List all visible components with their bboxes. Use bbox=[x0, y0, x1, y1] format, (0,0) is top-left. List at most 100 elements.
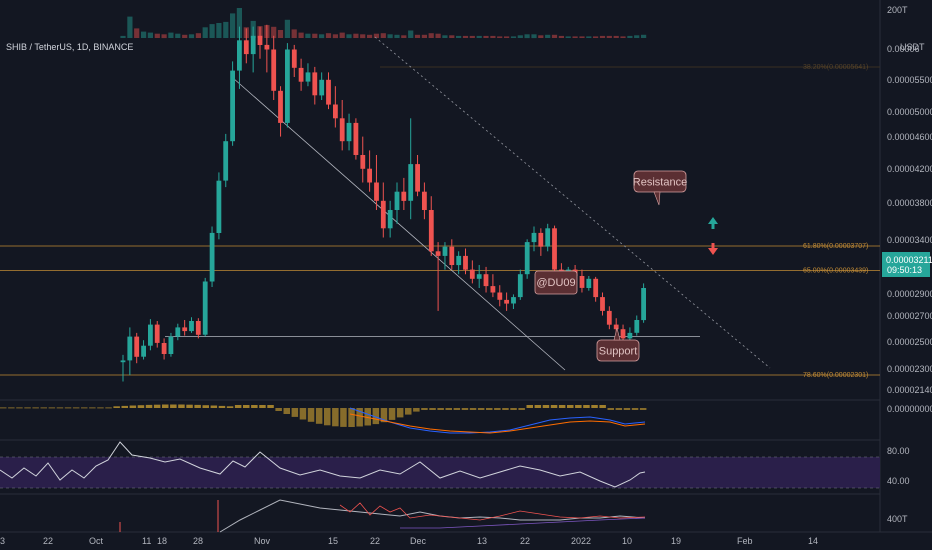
candle-body[interactable] bbox=[312, 72, 318, 96]
macd-bar bbox=[243, 405, 250, 408]
resistance-callout[interactable]: Resistance bbox=[633, 170, 687, 206]
candle-body[interactable] bbox=[141, 345, 146, 357]
candle-body[interactable] bbox=[387, 210, 393, 229]
candle-body[interactable] bbox=[202, 281, 208, 335]
currency-label: USDT bbox=[900, 42, 925, 52]
candle-body[interactable] bbox=[148, 324, 153, 346]
candle-body[interactable] bbox=[182, 327, 188, 332]
candle-body[interactable] bbox=[428, 210, 434, 252]
candle-body[interactable] bbox=[545, 228, 551, 247]
candle-body[interactable] bbox=[606, 310, 612, 325]
candle-body[interactable] bbox=[189, 321, 194, 332]
candle-body[interactable] bbox=[408, 164, 414, 201]
time-tick-2: 22 bbox=[43, 536, 53, 546]
last-price-tag[interactable]: 0.00003211 09:50:13 bbox=[882, 252, 932, 277]
candle-body[interactable] bbox=[627, 332, 633, 339]
candlestick-series[interactable] bbox=[120, 24, 646, 382]
candle-body[interactable] bbox=[175, 327, 181, 337]
price-axis[interactable]: 0.00006 0.00005500 0.00005000 0.00004600… bbox=[887, 44, 932, 395]
candle-body[interactable] bbox=[415, 164, 420, 192]
candle-body[interactable] bbox=[120, 360, 126, 363]
candle-body[interactable] bbox=[483, 274, 489, 287]
volume-bar bbox=[613, 35, 619, 38]
candle-body[interactable] bbox=[394, 191, 400, 210]
candle-body[interactable] bbox=[243, 40, 249, 55]
candle-body[interactable] bbox=[641, 288, 646, 321]
candle-body[interactable] bbox=[134, 336, 140, 357]
candle-body[interactable] bbox=[230, 70, 235, 142]
volume-bar bbox=[271, 26, 277, 39]
candle-body[interactable] bbox=[586, 278, 592, 288]
candle-body[interactable] bbox=[497, 292, 503, 300]
price-tick-12: 0.00002140 bbox=[887, 385, 932, 395]
candle-body[interactable] bbox=[476, 274, 482, 279]
candle-body[interactable] bbox=[298, 67, 304, 82]
candle-body[interactable] bbox=[278, 90, 283, 123]
candle-body[interactable] bbox=[237, 40, 242, 71]
author-tag[interactable]: @DU09 bbox=[534, 270, 578, 295]
candle-body[interactable] bbox=[579, 276, 585, 288]
candle-body[interactable] bbox=[435, 251, 441, 256]
macd-bar bbox=[348, 408, 355, 427]
resistance-trendline[interactable] bbox=[374, 36, 771, 369]
candle-body[interactable] bbox=[524, 242, 530, 275]
candle-body[interactable] bbox=[374, 182, 379, 201]
candle-body[interactable] bbox=[326, 79, 331, 105]
macd-bar bbox=[542, 405, 550, 408]
candle-body[interactable] bbox=[442, 246, 448, 256]
candle-body[interactable] bbox=[490, 286, 496, 293]
candle-body[interactable] bbox=[168, 336, 174, 354]
candle-body[interactable] bbox=[339, 118, 345, 142]
candle-body[interactable] bbox=[305, 72, 311, 82]
candle-body[interactable] bbox=[291, 49, 297, 68]
candle-body[interactable] bbox=[456, 255, 462, 266]
candle-body[interactable] bbox=[360, 155, 366, 169]
candle-body[interactable] bbox=[531, 232, 537, 243]
candle-body[interactable] bbox=[634, 320, 640, 333]
candle-body[interactable] bbox=[517, 274, 523, 298]
candle-body[interactable] bbox=[319, 79, 325, 96]
volume-bar bbox=[312, 33, 318, 38]
macd-bar bbox=[591, 405, 598, 408]
candle-body[interactable] bbox=[223, 141, 229, 181]
candle-body[interactable] bbox=[367, 168, 372, 183]
macd-bar bbox=[40, 407, 47, 409]
candle-body[interactable] bbox=[538, 232, 544, 247]
candle-body[interactable] bbox=[401, 191, 407, 201]
candle-body[interactable] bbox=[613, 324, 619, 330]
candle-body[interactable] bbox=[271, 49, 277, 91]
candle-body[interactable] bbox=[449, 246, 455, 265]
candle-body[interactable] bbox=[422, 191, 427, 210]
symbol-title[interactable]: SHIB / TetherUS, 1D, BINANCE bbox=[6, 42, 133, 52]
downtrend-channel-line[interactable] bbox=[232, 77, 566, 371]
candle-body[interactable] bbox=[195, 321, 201, 335]
candle-body[interactable] bbox=[593, 278, 599, 298]
volume-bar bbox=[127, 16, 133, 38]
macd-bar bbox=[105, 407, 112, 409]
candle-body[interactable] bbox=[353, 122, 359, 155]
candle-body[interactable] bbox=[127, 336, 133, 361]
candle-body[interactable] bbox=[161, 343, 167, 354]
candle-body[interactable] bbox=[463, 255, 468, 270]
support-callout[interactable]: Support bbox=[596, 327, 640, 362]
candle-body[interactable] bbox=[504, 299, 509, 304]
fibonacci-levels[interactable]: 38.20%(0.00005641) 61.80%(0.00003707) 65… bbox=[0, 64, 880, 379]
candle-body[interactable] bbox=[250, 35, 256, 55]
candle-body[interactable] bbox=[469, 269, 475, 279]
candle-body[interactable] bbox=[552, 228, 557, 270]
candle-body[interactable] bbox=[620, 329, 626, 339]
candle-body[interactable] bbox=[209, 232, 215, 282]
volume-bar bbox=[435, 33, 441, 38]
candle-body[interactable] bbox=[600, 297, 605, 311]
candle-body[interactable] bbox=[380, 200, 386, 229]
candle-body[interactable] bbox=[333, 104, 338, 119]
candle-body[interactable] bbox=[511, 297, 516, 304]
candle-body[interactable] bbox=[154, 324, 160, 343]
candle-body[interactable] bbox=[264, 44, 270, 50]
candle-body[interactable] bbox=[257, 35, 263, 45]
time-axis[interactable]: 3 22 Oct 11 18 28 Nov 15 22 Dec 13 22 20… bbox=[0, 536, 818, 546]
candle-body[interactable] bbox=[346, 122, 352, 142]
candle-body[interactable] bbox=[216, 180, 222, 233]
candle-body[interactable] bbox=[285, 49, 290, 123]
